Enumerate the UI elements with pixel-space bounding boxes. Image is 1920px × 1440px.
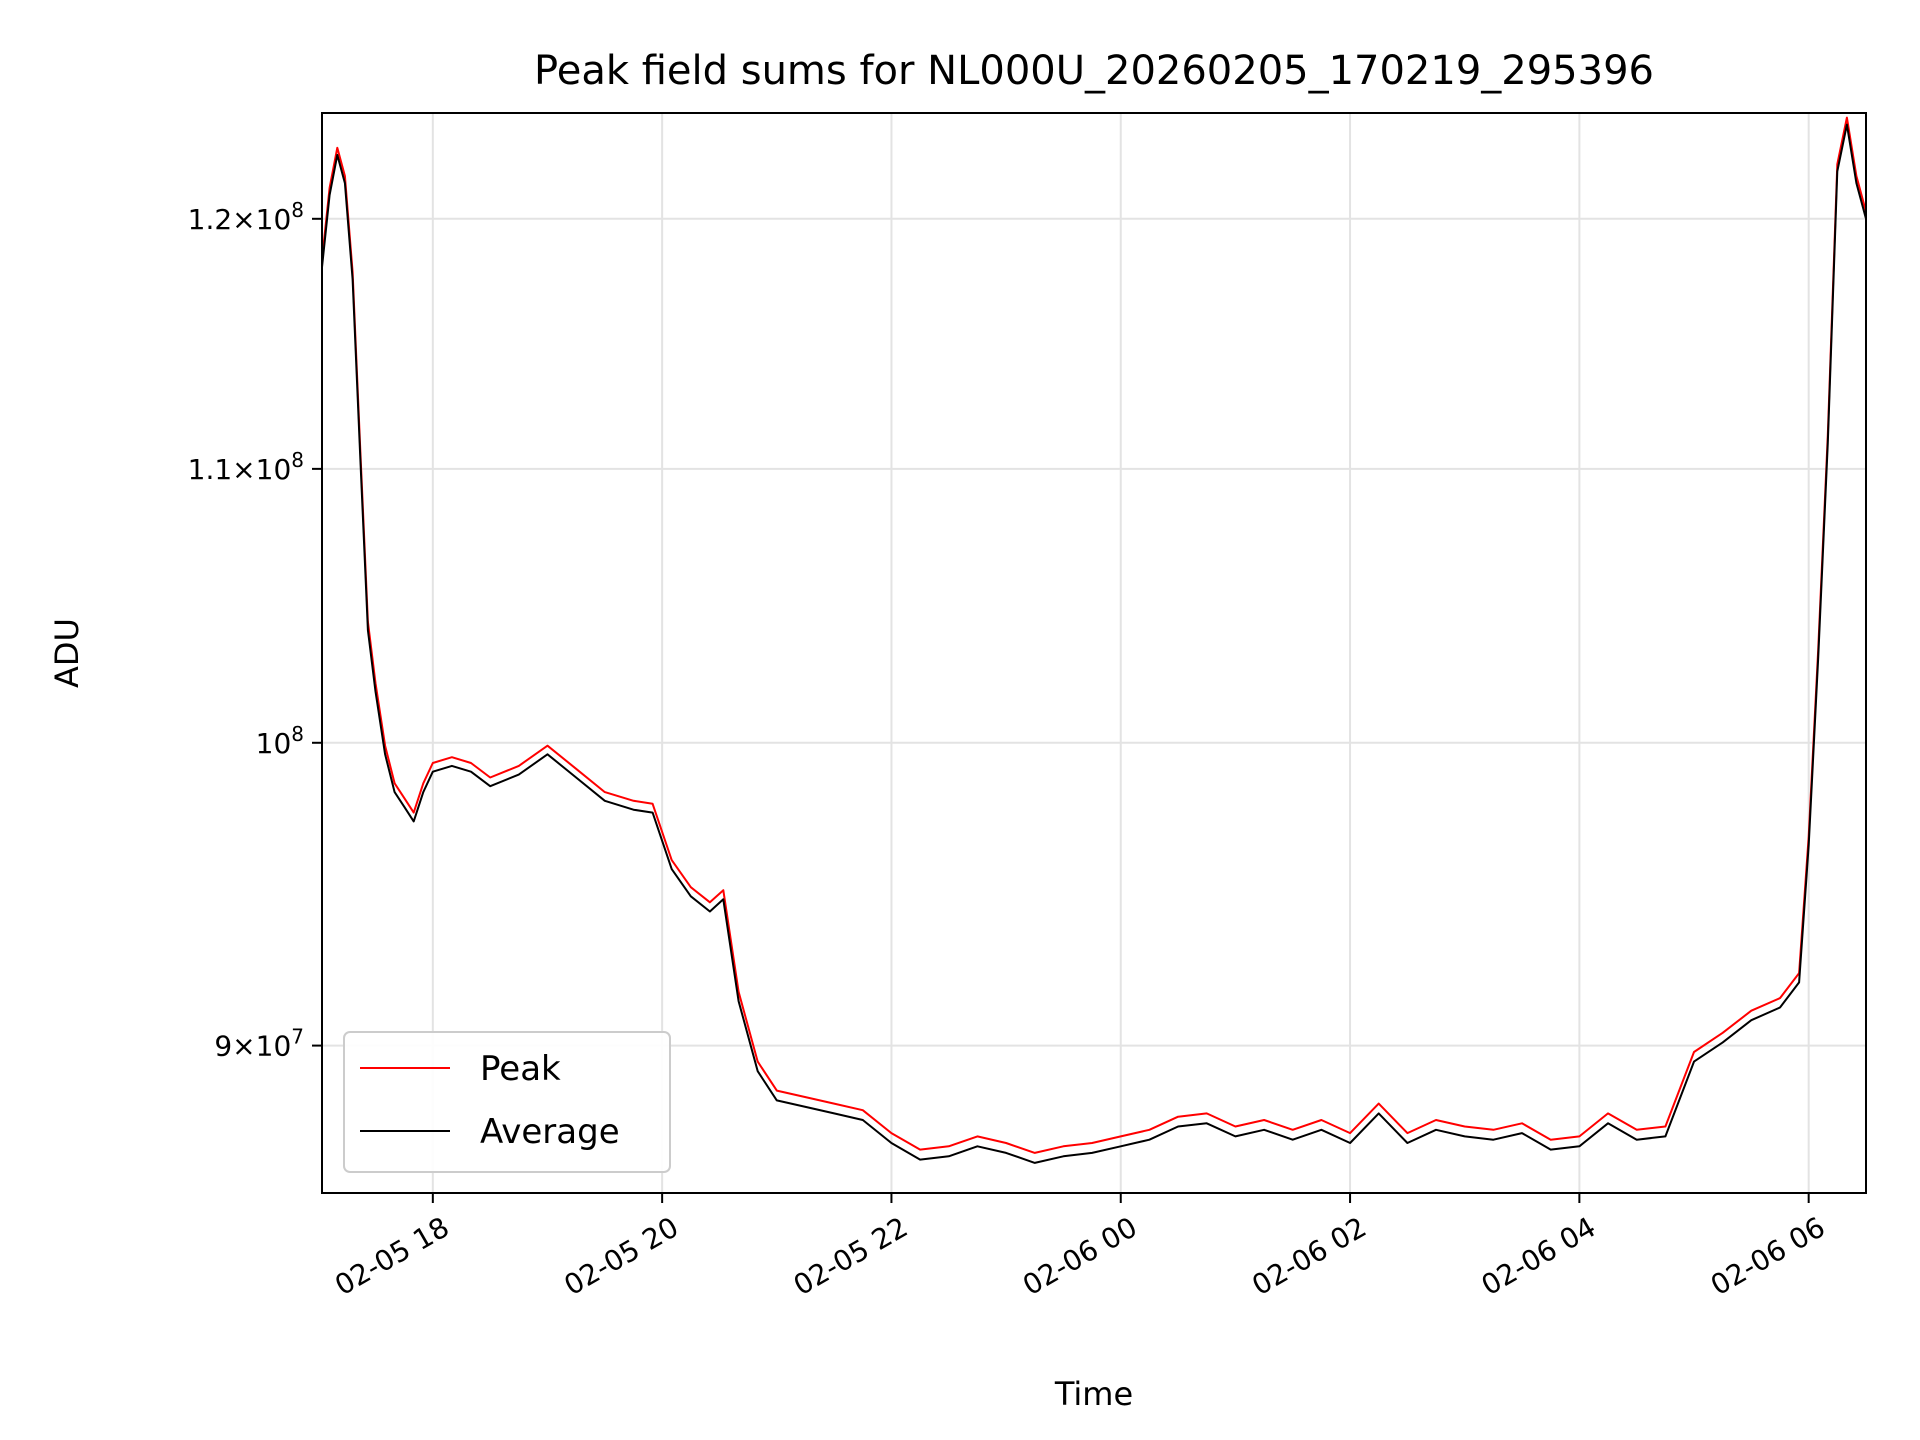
series-line-peak <box>321 116 1867 1154</box>
y-tick-label: 9×107 <box>214 1025 304 1063</box>
legend: Peak Average <box>343 1031 671 1173</box>
y-axis-ticks: 9×107 108 1.1×108 1.2×108 <box>188 198 322 1063</box>
series-line-average <box>321 123 1867 1164</box>
y-tick-label: 108 <box>256 722 304 760</box>
y-axis-title: ADU <box>48 618 86 688</box>
y-tick-label: 1.1×108 <box>188 448 304 486</box>
chart-title: Peak field sums for NL000U_20260205_1702… <box>534 48 1654 94</box>
plot-area-frame <box>321 112 1867 1194</box>
legend-label-peak: Peak <box>480 1049 561 1089</box>
legend-label-average: Average <box>480 1112 620 1152</box>
x-axis-title: Time <box>1054 1375 1133 1413</box>
plot-series <box>321 116 1867 1164</box>
y-tick-label: 1.2×108 <box>188 198 304 236</box>
